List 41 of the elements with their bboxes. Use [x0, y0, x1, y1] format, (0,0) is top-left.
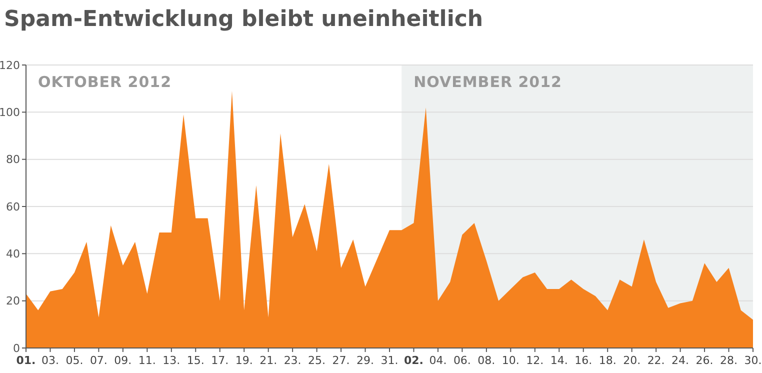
y-tick-label: 0: [13, 342, 20, 355]
y-tick-label: 40: [6, 248, 20, 261]
x-tick-label: 17.: [211, 354, 229, 367]
x-tick-label: 24.: [672, 354, 690, 367]
x-tick-label: 28.: [720, 354, 738, 367]
x-tick-label: 09.: [114, 354, 132, 367]
x-tick-label: 22.: [647, 354, 665, 367]
x-tick-label: 20.: [623, 354, 641, 367]
x-tick-label: 15.: [186, 354, 204, 367]
x-tick-label: 31.: [380, 354, 398, 367]
x-tick-label: 14.: [550, 354, 568, 367]
x-tick-label: 03.: [41, 354, 59, 367]
x-tick-label: 16.: [574, 354, 592, 367]
x-tick-label: 23.: [284, 354, 302, 367]
y-tick-label: 80: [6, 153, 20, 166]
x-tick-label: 07.: [90, 354, 108, 367]
band-label: NOVEMBER 2012: [414, 73, 562, 91]
x-tick-label: 21.: [260, 354, 278, 367]
x-tick-label: 12.: [526, 354, 544, 367]
x-tick-label: 06.: [453, 354, 471, 367]
x-tick-label: 01.: [16, 354, 36, 367]
x-tick-label: 18.: [598, 354, 616, 367]
x-tick-label: 05.: [66, 354, 84, 367]
x-tick-label: 08.: [478, 354, 496, 367]
x-tick-label: 11.: [138, 354, 156, 367]
x-tick-label: 30.: [744, 354, 762, 367]
x-tick-label: 25.: [308, 354, 326, 367]
x-tick-label: 13.: [162, 354, 180, 367]
x-tick-label: 29.: [356, 354, 374, 367]
x-tick-label: 26.: [696, 354, 714, 367]
x-tick-label: 19.: [235, 354, 253, 367]
x-tick-label: 27.: [332, 354, 350, 367]
x-tick-label: 04.: [429, 354, 447, 367]
y-tick-label: 60: [6, 200, 20, 214]
annotation: OKTOBER 2012: [38, 73, 172, 91]
x-tick-label: 02.: [404, 354, 424, 367]
y-tick-label: 120: [0, 58, 20, 72]
y-tick-label: 100: [0, 106, 20, 120]
x-tick-label: 10.: [502, 354, 520, 367]
chart-title: Spam-Entwicklung bleibt uneinheitlich: [4, 7, 484, 32]
y-tick-label: 20: [6, 294, 20, 308]
